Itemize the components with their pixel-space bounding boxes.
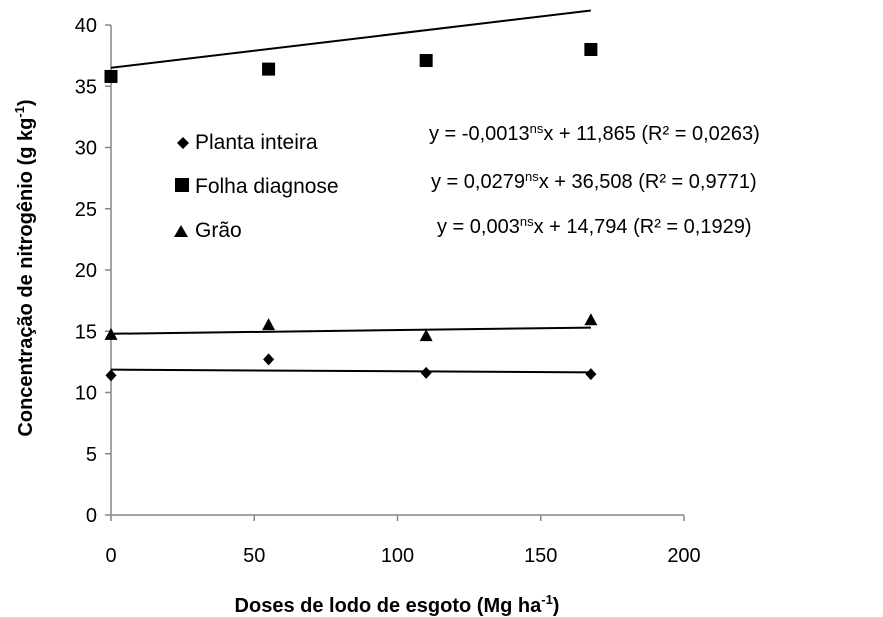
data-point-planta-inteira	[420, 366, 432, 379]
data-point-planta-inteira	[105, 369, 117, 382]
data-points	[104, 43, 598, 382]
data-point-grao	[419, 329, 433, 342]
legend: Planta inteira Folha diagnose Grão	[174, 131, 339, 242]
legend-marker-diamond	[177, 137, 189, 149]
y-tick-label: 15	[75, 321, 97, 343]
x-tick-label: 50	[243, 545, 265, 567]
legend-marker-square	[175, 178, 189, 192]
equations: y = -0,0013nsx + 11,865 (R² = 0,0263) y …	[429, 121, 760, 238]
x-axis-title: Doses de lodo de esgoto (Mg ha-1)	[235, 592, 560, 617]
legend-label-planta-inteira: Planta inteira	[195, 131, 318, 154]
y-tick-label: 25	[75, 199, 97, 221]
y-tick-label: 30	[75, 138, 97, 160]
data-point-folha-diagnose	[104, 69, 118, 83]
data-point-planta-inteira	[585, 368, 597, 381]
data-point-folha-diagnose	[262, 62, 276, 76]
legend-label-folha-diagnose: Folha diagnose	[195, 175, 339, 198]
x-tick-label: 200	[667, 545, 700, 567]
x-tick-label: 150	[524, 545, 557, 567]
y-tick-label: 35	[75, 76, 97, 98]
axes: 0 5 10 15 20 25 30 35 40 0 50 100 150 200	[75, 15, 701, 567]
trendline-grao	[110, 326, 591, 335]
equation-folha-diagnose: y = 0,0279nsx + 36,508 (R² = 0,9771)	[431, 169, 757, 193]
legend-item-planta-inteira: Planta inteira	[177, 131, 318, 154]
trendline-folha-diagnose	[110, 9, 592, 69]
equation-grao: y = 0,003nsx + 14,794 (R² = 0,1929)	[437, 214, 752, 238]
trendlines	[110, 9, 592, 374]
y-tick-label: 40	[75, 15, 97, 37]
data-point-folha-diagnose	[419, 54, 433, 68]
legend-label-grao: Grão	[195, 219, 242, 242]
y-tick-label: 5	[86, 444, 97, 466]
y-tick-label: 0	[86, 505, 97, 527]
y-tick-label: 20	[75, 260, 97, 282]
legend-marker-triangle	[174, 225, 188, 237]
data-point-folha-diagnose	[584, 43, 598, 56]
data-point-planta-inteira	[263, 353, 275, 366]
x-tick-label: 100	[381, 545, 414, 567]
y-axis-title: Concentração de nitrogênio (g kg-1)	[12, 99, 37, 436]
data-point-grao	[104, 327, 118, 340]
data-point-grao	[262, 318, 276, 331]
legend-item-grao: Grão	[174, 219, 242, 242]
trendline-planta-inteira	[110, 368, 591, 374]
x-tick-label: 0	[105, 545, 116, 567]
y-tick-label: 10	[75, 383, 97, 405]
equation-planta-inteira: y = -0,0013nsx + 11,865 (R² = 0,0263)	[429, 121, 760, 145]
data-point-grao	[584, 313, 598, 326]
legend-item-folha-diagnose: Folha diagnose	[175, 175, 339, 198]
